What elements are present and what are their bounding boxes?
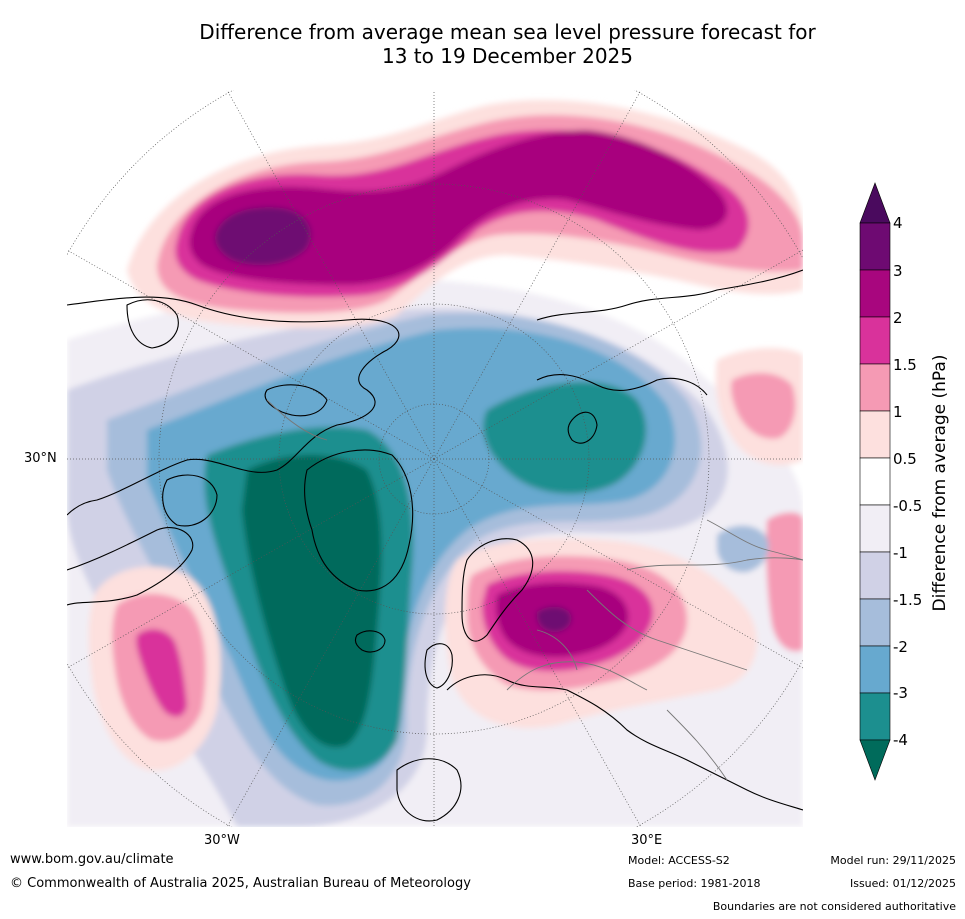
boundary-disclaimer: Boundaries are not considered authoritat… [712, 900, 956, 913]
lon-label-30e: 30°E [631, 833, 663, 848]
coast-novaya-zemlya [567, 411, 598, 444]
colorbar-bin [859, 269, 891, 318]
coast-siberia [536, 269, 803, 321]
colorbar-bin [859, 410, 891, 459]
colorbar-tick-label: 1.5 [893, 356, 917, 374]
colorbar-title: Difference from average (hPa) [930, 354, 950, 612]
neg-blob-east [717, 525, 769, 573]
pos-1-se [766, 512, 803, 652]
graticule [67, 90, 803, 827]
colorbar-bin [859, 551, 891, 600]
colorbar-bin [859, 222, 891, 271]
coast-russia-arctic [536, 374, 708, 396]
colorbar-tick-label: -2 [893, 638, 908, 656]
colorbar-bin [859, 598, 891, 647]
coast-greenland [303, 449, 414, 592]
colorbar-tick-label: -3 [893, 684, 908, 702]
coast-north-america [67, 296, 400, 516]
title-line-2: 13 to 19 December 2025 [381, 44, 633, 68]
base-period: Base period: 1981-2018 [628, 877, 761, 890]
neg-4-region [242, 455, 382, 748]
colorbar-tick-label: -4 [893, 731, 908, 749]
coast-hudson-bay [162, 474, 218, 527]
pos-3-europe [536, 606, 572, 633]
colorbar-tick-label: -1.5 [893, 591, 923, 609]
colorbar-bin [859, 504, 891, 553]
pos-2-arc [189, 130, 728, 285]
coastlines [67, 269, 803, 822]
lat-label-30n: 30°N [24, 451, 57, 466]
colorbar-tick-label: 4 [893, 214, 903, 232]
coast-canada-arctic-islands [264, 384, 328, 417]
map-title: Difference from average mean sea level p… [100, 20, 915, 68]
colorbar-bin [859, 692, 891, 741]
pressure-anomaly-map [67, 90, 803, 827]
colorbar-extension-min [859, 739, 891, 781]
colorbar-bin [859, 363, 891, 412]
model-run-date: Model run: 29/11/2025 [830, 854, 956, 867]
colorbar-bin [859, 457, 891, 506]
copyright-text: © Commonwealth of Australia 2025, Austra… [10, 876, 471, 891]
colorbar [859, 182, 891, 781]
colorbar-extension-max [859, 182, 891, 224]
neg-3-region-east [483, 381, 647, 494]
coast-iberia [396, 758, 462, 822]
colorbar-tick-label: 0.5 [893, 450, 917, 468]
colorbar-bin [859, 316, 891, 365]
colorbar-tick-label: 1 [893, 403, 903, 421]
coast-britain [424, 643, 453, 689]
colorbar-tick-label: 3 [893, 262, 903, 280]
pos-1.5-atlantic [136, 629, 187, 717]
coast-iceland [354, 630, 386, 653]
coast-europe [446, 674, 803, 811]
coast-east-canada [67, 527, 194, 606]
colorbar-tick-label: -1 [893, 544, 908, 562]
pos-1-east [731, 373, 796, 439]
colorbar-tick-label: -0.5 [893, 497, 923, 515]
lon-label-30w: 30°W [204, 833, 240, 848]
colorbar-bin [859, 645, 891, 694]
website-link[interactable]: www.bom.gov.au/climate [10, 852, 174, 867]
model-name: Model: ACCESS-S2 [628, 854, 730, 867]
coast-scandinavia [461, 538, 534, 642]
colorbar-tick-label: 2 [893, 309, 903, 327]
pos-3-core [215, 207, 311, 266]
title-line-1: Difference from average mean sea level p… [199, 20, 816, 44]
issued-date: Issued: 01/12/2025 [849, 877, 956, 890]
country-borders [266, 399, 803, 781]
coast-alaska [126, 299, 179, 349]
